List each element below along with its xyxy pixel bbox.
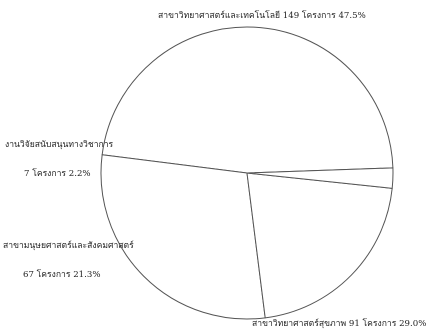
pie-slices bbox=[100, 26, 394, 320]
pie-labels: สาขาวิทยาศาสตร์และเทคโนโลยี 149 โครงการ … bbox=[3, 10, 426, 329]
slice-label-0-line-0: สาขาวิทยาศาสตร์และเทคโนโลยี 149 โครงการ … bbox=[158, 10, 366, 21]
pie-slice-3 bbox=[246, 167, 394, 189]
slice-label-3-line-1: 7 โครงการ 2.2% bbox=[24, 168, 91, 179]
slice-label-1-line-0: สาขาวิทยาศาสตร์สุขภาพ 91 โครงการ 29.0% bbox=[252, 318, 426, 329]
pie-slice-2 bbox=[246, 172, 393, 319]
pie-slice-1 bbox=[100, 154, 266, 320]
slice-label-3-line-0: งานวิจัยสนับสนุนทางวิชาการ bbox=[5, 140, 114, 150]
slice-label-2-line-1: 67 โครงการ 21.3% bbox=[23, 269, 101, 280]
slice-label-2-line-0: สาขามนุษยศาสตร์และสังคมศาสตร์ bbox=[3, 240, 134, 251]
pie-slice-0 bbox=[101, 26, 394, 174]
